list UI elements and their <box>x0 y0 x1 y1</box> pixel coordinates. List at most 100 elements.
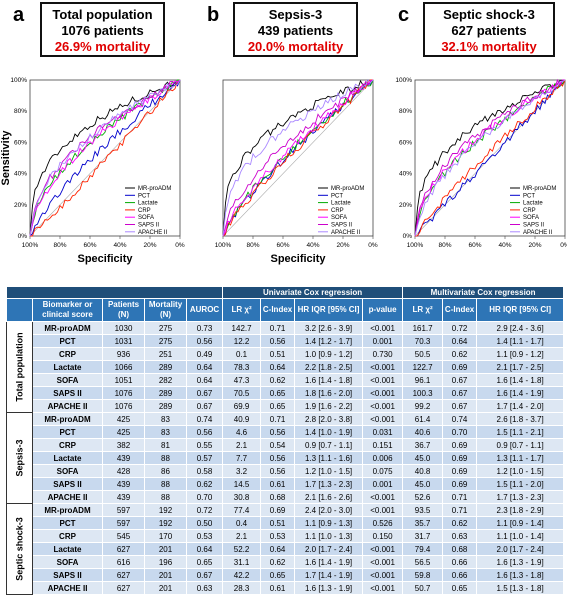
value-cell: 1.4 [1.1 - 1.7] <box>476 334 565 348</box>
value-cell: 597 <box>102 516 145 530</box>
value-cell: 0.54 <box>260 438 296 452</box>
value-cell: 0.74 <box>185 412 224 426</box>
table-row: CRP 545 170 0.53 2.1 0.53 1.1 [1.0 - 1.3] 0.150… <box>7 529 565 543</box>
x-tick-label: 20% <box>336 242 349 249</box>
legend-label: SOFA <box>138 215 154 221</box>
value-cell: 1.5 [1.1 - 2.1] <box>476 425 565 439</box>
value-cell: 170 <box>144 529 187 543</box>
value-cell: 50.5 <box>402 347 444 361</box>
value-cell: 201 <box>144 542 187 556</box>
legend-label: Lactate <box>523 201 543 207</box>
table-row: Lactate 1066 289 0.64 78.3 0.64 2.2 [1.8 - 2.5… <box>7 360 565 374</box>
section-label: Sepsis-3 <box>6 412 33 504</box>
value-cell: 1051 <box>102 373 145 387</box>
header-title: Septic shock-3 <box>443 7 535 22</box>
value-cell: 31.1 <box>222 555 262 569</box>
value-cell: 251 <box>144 347 187 361</box>
value-cell: 83 <box>144 425 187 439</box>
value-cell: 627 <box>102 568 145 582</box>
value-cell: 0.56 <box>260 451 296 465</box>
value-cell: 1066 <box>102 360 145 374</box>
legend-label: MR-proADM <box>138 186 171 192</box>
x-tick-label: 20% <box>528 242 541 249</box>
value-cell: 0.62 <box>442 347 478 361</box>
table-row: Lactate 439 88 0.57 7.7 0.56 1.3 [1.1 - 1.6] 0.… <box>7 451 565 465</box>
value-cell: 0.730 <box>362 347 404 361</box>
biomarker-cell: Lactate <box>32 360 103 374</box>
value-cell: 1.1 [1.0 - 1.4] <box>476 529 565 543</box>
column-header-c-index: C-Index <box>260 298 296 322</box>
value-cell: 0.006 <box>362 451 404 465</box>
y-tick-label: 80% <box>399 108 412 115</box>
group-header-multivariate: Multivariate Cox regression <box>402 286 565 299</box>
value-cell: 0.63 <box>185 581 224 595</box>
value-cell: 99.2 <box>402 399 444 413</box>
legend-label: CRP <box>138 208 151 214</box>
value-cell: <0.001 <box>362 360 404 374</box>
value-cell: 2.4 [2.0 - 3.0] <box>294 503 364 517</box>
roc-curve-pct <box>29 79 181 237</box>
value-cell: 0.62 <box>185 477 224 491</box>
value-cell: <0.001 <box>362 555 404 569</box>
value-cell: 0.62 <box>260 555 296 569</box>
biomarker-cell: PCT <box>32 334 103 348</box>
legend-label: APACHE II <box>523 230 553 236</box>
value-cell: 0.51 <box>260 347 296 361</box>
group-header-univariate: Univariate Cox regression <box>222 286 404 299</box>
legend-label: SAPS II <box>331 223 352 229</box>
y-tick-label: 40% <box>399 171 412 178</box>
value-cell: 35.7 <box>402 516 444 530</box>
value-cell: 0.69 <box>442 477 478 491</box>
section-label-text: Sepsis-3 <box>14 439 24 477</box>
value-cell: 282 <box>144 373 187 387</box>
value-cell: 3.2 [2.6 - 3.9] <box>294 321 364 335</box>
value-cell: 289 <box>144 399 187 413</box>
value-cell: 0.67 <box>185 399 224 413</box>
legend-label: MR-proADM <box>523 186 556 192</box>
value-cell: 0.001 <box>362 334 404 348</box>
value-cell: 0.56 <box>260 464 296 478</box>
reference-diagonal <box>222 79 374 237</box>
column-header-mortality: Mortality (N) <box>144 298 187 322</box>
value-cell: 122.7 <box>402 360 444 374</box>
column-header-mv-c-index: C-Index <box>442 298 478 322</box>
value-cell: 86 <box>144 464 187 478</box>
y-tick-label: 20% <box>399 202 412 209</box>
value-cell: <0.001 <box>362 581 404 595</box>
table-row: APACHE II 1076 289 0.67 69.9 0.65 1.9 [1.6 - 2… <box>7 399 565 413</box>
value-cell: 12.2 <box>222 334 262 348</box>
legend-label: Lactate <box>138 201 158 207</box>
panel-header-a: Total population 1076 patients 26.9% mor… <box>40 2 165 57</box>
table-row: Total population MR-proADM 1030 275 0.73 142.… <box>6 321 565 413</box>
value-cell: 142.7 <box>222 321 262 335</box>
value-cell: <0.001 <box>362 568 404 582</box>
value-cell: 1.7 [1.4 - 2.0] <box>476 399 565 413</box>
x-tick-label: 0% <box>175 242 185 249</box>
value-cell: 0.56 <box>260 425 296 439</box>
y-axis-title: Sensitivity <box>0 130 12 186</box>
legend-label: SAPS II <box>523 223 544 229</box>
value-cell: 0.73 <box>185 321 224 335</box>
legend-label: Lactate <box>331 201 351 207</box>
roc-curve-saps-ii <box>222 79 374 237</box>
value-cell: 0.4 <box>222 516 262 530</box>
value-cell: 0.031 <box>362 425 404 439</box>
value-cell: 56.5 <box>402 555 444 569</box>
biomarker-cell: CRP <box>32 347 103 361</box>
table-row: SAPS II 627 201 0.67 42.2 0.65 1.7 [1.4 - 1.9]… <box>7 568 565 582</box>
value-cell: 0.74 <box>442 412 478 426</box>
value-cell: 1.6 [1.4 - 1.9] <box>294 555 364 569</box>
biomarker-cell: SAPS II <box>32 477 103 491</box>
x-tick-label: 100% <box>22 242 39 249</box>
column-header-hr-iqr: HR IQR [95% CI] <box>294 298 364 322</box>
table-row: SOFA 616 196 0.65 31.1 0.62 1.6 [1.4 - 1.9] <0.… <box>7 555 565 569</box>
value-cell: 425 <box>102 425 145 439</box>
x-axis-title: Specificity <box>270 253 326 265</box>
table-row: PCT 425 83 0.56 4.6 0.56 1.4 [1.0 - 1.9] 0.031 4… <box>7 425 565 439</box>
value-cell: 0.64 <box>185 542 224 556</box>
value-cell: 0.55 <box>185 438 224 452</box>
cox-regression-table: Univariate Cox regression Multivariate C… <box>5 286 565 595</box>
biomarker-cell: SAPS II <box>32 568 103 582</box>
value-cell: 1.6 [1.4 - 1.8] <box>294 373 364 387</box>
x-tick-label: 60% <box>83 242 96 249</box>
